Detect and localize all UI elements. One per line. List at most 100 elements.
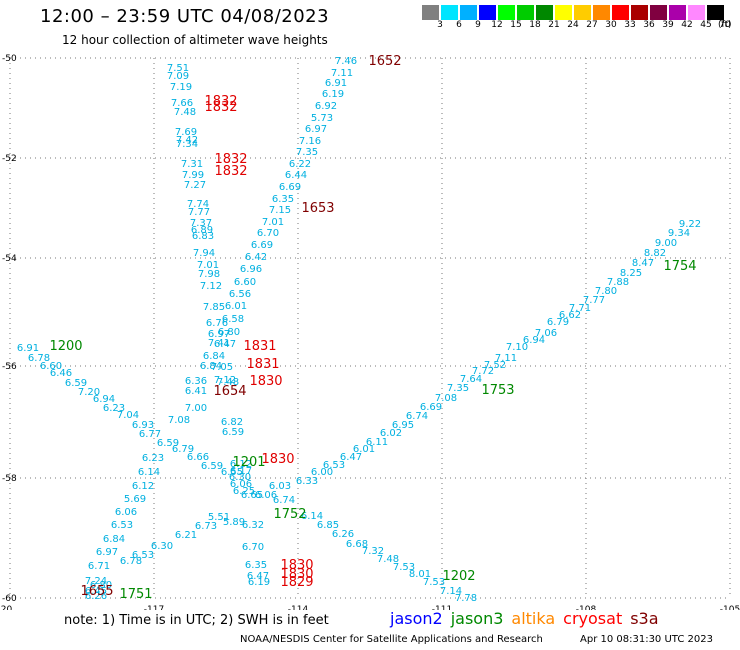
- wave-height-label: 6.76: [206, 318, 228, 329]
- wave-height-label: 6.45: [85, 586, 107, 597]
- pass-time-label: 1830: [261, 452, 294, 467]
- legend-label: 21: [548, 20, 560, 30]
- wave-height-label: 7.94: [193, 248, 215, 259]
- wave-height-label: 6.84: [203, 351, 225, 362]
- wave-height-label: 8.47: [632, 258, 654, 269]
- pass-time-label: 1200: [49, 339, 82, 354]
- wave-height-label: 5.69: [124, 494, 146, 505]
- wave-height-label: 7.98: [198, 269, 220, 280]
- wave-height-label: 6.59: [65, 378, 87, 389]
- wave-height-label: 6.17: [230, 466, 252, 477]
- wave-height-label: 6.91: [17, 343, 39, 354]
- pass-time-label: 1832: [214, 164, 247, 179]
- wave-height-label: 6.80: [90, 580, 112, 591]
- pass-time-label: 1753: [481, 383, 514, 398]
- wave-height-label: 6.56: [229, 289, 251, 300]
- pass-time-label: 1832: [204, 100, 237, 115]
- pass-time-label: 1751: [119, 587, 152, 602]
- legend-swatch: [612, 5, 629, 20]
- wave-height-label: 6.35: [272, 194, 294, 205]
- wave-height-label: 6.32: [242, 520, 264, 531]
- pass-time-label: 1830: [249, 374, 282, 389]
- wave-height-label: 7.05: [211, 362, 233, 373]
- wave-height-label: 5.89: [223, 517, 245, 528]
- wave-height-label: 6.01: [225, 301, 247, 312]
- legend-swatch: [555, 5, 572, 20]
- legend-label: 39: [662, 20, 674, 30]
- wave-height-label: 7.12: [200, 281, 222, 292]
- wave-height-label: 7.41: [208, 338, 230, 349]
- legend-label: 36: [643, 20, 655, 30]
- wave-height-label: 6.70: [257, 228, 279, 239]
- credit-line: NOAA/NESDIS Center for Satellite Applica…: [240, 634, 543, 645]
- satellite-legend-s3a: s3a: [630, 609, 659, 628]
- wave-height-label: 9.34: [668, 228, 690, 239]
- pass-time-label: 1829: [280, 575, 313, 590]
- wave-height-label: 7.12: [214, 375, 236, 386]
- legend-label: 18: [529, 20, 541, 30]
- wave-height-label: 6.12: [230, 459, 252, 470]
- wave-height-label: 6.89: [191, 225, 213, 236]
- lat-tick-label: -52: [2, 154, 17, 164]
- lat-tick-label: -58: [2, 474, 17, 484]
- wave-height-label: 8.01: [409, 569, 431, 580]
- wave-height-label: 7.27: [184, 180, 206, 191]
- legend-swatch: [669, 5, 686, 20]
- wave-height-label: 6.12: [132, 481, 154, 492]
- pass-time-label: 1201: [232, 455, 265, 470]
- wave-height-label: 6.80: [218, 327, 240, 338]
- wave-height-label: 6.92: [315, 101, 337, 112]
- wave-height-label: 7.14: [440, 586, 462, 597]
- wave-height-label: 6.65: [241, 490, 263, 501]
- legend-swatch: [650, 5, 667, 20]
- wave-height-label: 6.01: [353, 444, 375, 455]
- wave-height-label: 6.00: [311, 467, 333, 478]
- wave-height-label: 6.69: [279, 182, 301, 193]
- wave-height-label: 6.06: [230, 479, 252, 490]
- pass-time-label: 1202: [442, 569, 475, 584]
- pass-time-label: 1830: [280, 567, 313, 582]
- wave-height-label: 6.94: [93, 394, 115, 405]
- legend-swatch: [574, 5, 591, 20]
- wave-height-label: 7.15: [269, 205, 291, 216]
- satellite-legend-jason3: jason3: [450, 609, 504, 628]
- wave-height-label: 6.14: [138, 467, 160, 478]
- wave-height-label: 7.77: [583, 295, 605, 306]
- wave-height-label: 7.48: [377, 554, 399, 565]
- wave-height-label: 6.70: [242, 542, 264, 553]
- pass-time-label: 1652: [368, 54, 401, 69]
- wave-height-label: 9.00: [655, 238, 677, 249]
- legend-swatch: [517, 5, 534, 20]
- pass-time-label: 1752: [273, 507, 306, 522]
- wave-height-label: 7.20: [78, 387, 100, 398]
- legend-label: 45: [700, 20, 712, 30]
- wave-height-label: 6.74: [273, 495, 295, 506]
- wave-height-label: 6.62: [559, 310, 581, 321]
- wave-height-label: 6.94: [523, 335, 545, 346]
- wave-height-label: 7.35: [296, 147, 318, 158]
- wave-height-label: 6.21: [175, 530, 197, 541]
- wave-height-label: 7.37: [190, 218, 212, 229]
- pass-time-label: 1831: [243, 339, 276, 354]
- lon-tick-label: -114: [288, 605, 309, 610]
- pass-time-label: 1832: [214, 152, 247, 167]
- wave-height-label: 7.80: [595, 286, 617, 297]
- wave-height-label: 7.74: [187, 199, 209, 210]
- legend-label: 6: [456, 20, 462, 30]
- wave-height-label: 6.96: [240, 264, 262, 275]
- wave-height-label: 6.41: [185, 386, 207, 397]
- wave-height-label: 7.51: [167, 63, 189, 74]
- wave-height-label: 6.23: [142, 453, 164, 464]
- legend-label: 42: [681, 20, 693, 30]
- wave-height-label: 7.08: [435, 393, 457, 404]
- wave-height-label: 6.22: [289, 159, 311, 170]
- legend-label: 12: [491, 20, 503, 30]
- legend-label: 9: [475, 20, 481, 30]
- axis-labels: -120 -117 -114 -111 -108 -105 -50 -52 -54 -56 -58 -…: [0, 54, 740, 610]
- wave-height-label: 7.01: [197, 260, 219, 271]
- wave-height-label: 7.88: [607, 277, 629, 288]
- legend-label: 33: [624, 20, 636, 30]
- wave-height-label: 6.78: [28, 353, 50, 364]
- legend-swatch: [688, 5, 705, 20]
